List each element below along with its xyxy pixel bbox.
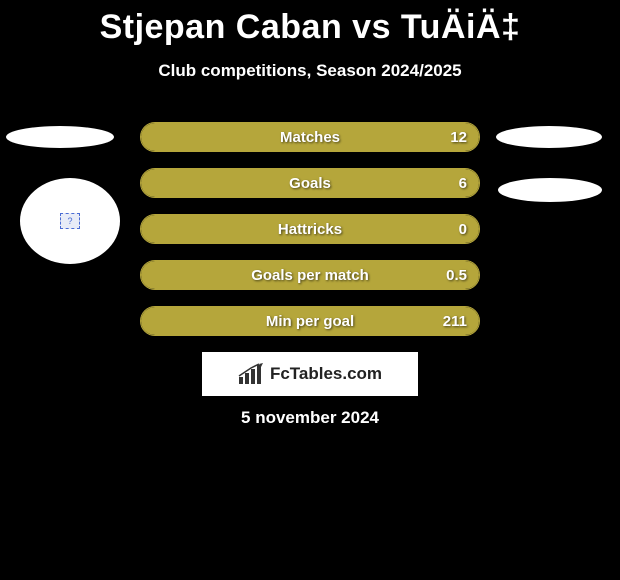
stat-row-min-per-goal: Min per goal 211 [140,306,480,336]
decorative-ellipse-left-1 [6,126,114,148]
stat-label: Goals per match [141,261,479,290]
brand-badge[interactable]: FcTables.com [202,352,418,396]
stat-row-matches: Matches 12 [140,122,480,152]
stat-value: 0 [459,215,467,244]
page-title: Stjepan Caban vs TuÄiÄ‡ [0,0,620,47]
date-label: 5 november 2024 [0,408,620,428]
stat-row-goals: Goals 6 [140,168,480,198]
stat-value: 6 [459,169,467,198]
stat-value: 211 [443,307,467,336]
image-placeholder-icon: ? [60,213,80,229]
stat-row-hattricks: Hattricks 0 [140,214,480,244]
subtitle: Club competitions, Season 2024/2025 [0,61,620,81]
stats-container: Matches 12 Goals 6 Hattricks 0 Goals per… [140,122,480,352]
stat-row-goals-per-match: Goals per match 0.5 [140,260,480,290]
brand-text: FcTables.com [270,364,382,384]
player-avatar-placeholder: ? [20,178,120,264]
stat-value: 0.5 [446,261,467,290]
stat-label: Matches [141,123,479,152]
stat-label: Min per goal [141,307,479,336]
bar-chart-icon [238,363,264,385]
decorative-ellipse-right-1 [496,126,602,148]
stat-value: 12 [450,123,467,152]
placeholder-mark: ? [67,216,72,226]
stat-label: Hattricks [141,215,479,244]
decorative-ellipse-right-2 [498,178,602,202]
stat-label: Goals [141,169,479,198]
